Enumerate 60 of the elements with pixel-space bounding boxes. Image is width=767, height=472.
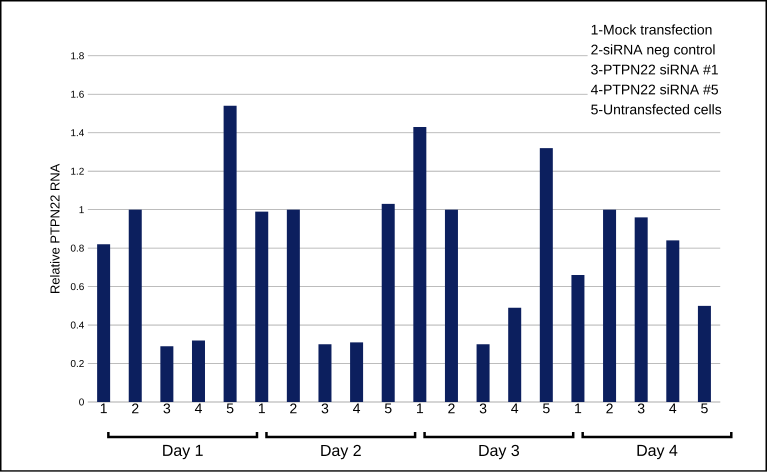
bar — [413, 127, 426, 402]
bar — [444, 210, 458, 402]
bar — [698, 306, 711, 402]
bar — [382, 204, 395, 402]
bar — [603, 210, 616, 402]
x-tick-label: 5 — [701, 404, 708, 414]
y-tick-label: 1.4 — [71, 129, 84, 136]
y-tick-label: 0.6 — [70, 283, 84, 290]
bar — [160, 346, 174, 402]
x-tick-label: 1 — [100, 404, 107, 414]
bar — [350, 342, 364, 402]
bar — [571, 275, 584, 402]
text: Day 3 — [479, 444, 519, 460]
y-tick-label: 0.2 — [70, 360, 84, 368]
x-tick-label: 3 — [638, 404, 644, 414]
x-tick-label: 3 — [164, 404, 170, 414]
y-tick-label: 1.8 — [71, 52, 84, 60]
y-tick-label: 1 — [80, 206, 84, 214]
bar — [540, 148, 553, 402]
text: Day 1 — [163, 444, 203, 460]
text: Day 4 — [637, 444, 678, 460]
x-tick-label: 3 — [322, 404, 328, 414]
x-tick-label: 4 — [353, 404, 360, 414]
bar — [286, 210, 300, 402]
x-tick-label: 2 — [606, 404, 613, 414]
text: Day 2 — [321, 444, 361, 460]
annotation: 2-siRNA neg control — [591, 44, 715, 58]
annotation: 4-PTPN22 siRNA #5 — [590, 84, 718, 95]
y-tick-label: 0 — [79, 398, 84, 406]
text: 1-Mock transfection — [592, 24, 712, 35]
bar — [634, 217, 648, 402]
bar — [97, 244, 110, 402]
x-tick-label: 5 — [543, 404, 550, 414]
x-tick-label: 1 — [575, 404, 582, 414]
x-tick-label: 4 — [194, 404, 202, 414]
bar — [666, 240, 680, 402]
y-tick-label: 0.8 — [70, 244, 84, 252]
bar — [255, 212, 268, 402]
bar — [128, 210, 142, 402]
x-tick-label: 4 — [669, 404, 676, 414]
x-tick-label: 5 — [226, 404, 234, 414]
x-tick-label: 3 — [480, 404, 486, 414]
x-tick-label: 4 — [511, 404, 518, 414]
bar — [476, 344, 490, 402]
bar — [224, 106, 237, 402]
annotation: 5-Untransfected cells — [591, 104, 722, 115]
bar — [508, 308, 522, 402]
x-tick-label: 1 — [417, 404, 424, 414]
y-tick-label: 1.2 — [71, 168, 84, 175]
x-tick-label: 1 — [258, 404, 265, 414]
bar — [318, 344, 332, 402]
x-tick-label: 2 — [448, 404, 455, 414]
bar — [192, 340, 205, 402]
x-tick-label: 2 — [290, 404, 297, 414]
y-axis-title: Relative PTPN22 RNA — [50, 164, 60, 294]
y-tick-label: 1.6 — [71, 90, 84, 98]
y-tick-label: 0.4 — [70, 322, 84, 329]
x-tick-label: 2 — [132, 404, 138, 414]
x-tick-label: 5 — [384, 404, 392, 414]
annotation: 3-PTPN22 siRNA #1 — [591, 64, 718, 75]
